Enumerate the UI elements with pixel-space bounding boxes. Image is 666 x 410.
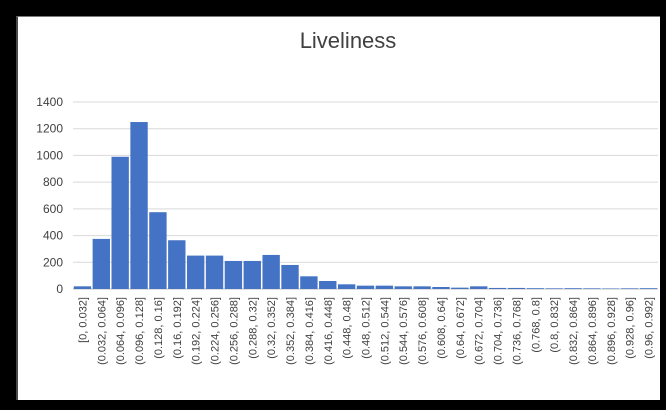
histogram-bar: [92, 238, 110, 289]
y-tick-label: 1000: [36, 148, 63, 162]
y-tick-label: 600: [43, 202, 63, 216]
histogram-bar: [451, 287, 469, 289]
chart-title: Liveliness: [300, 28, 397, 53]
histogram-bar: [356, 285, 375, 289]
x-tick-label: (0.96, 0.992]: [644, 297, 656, 359]
histogram-bar: [262, 254, 280, 289]
histogram-bar: [130, 122, 148, 290]
x-tick-label: (0.288, 0.32]: [247, 297, 259, 359]
x-tick-label: (0.384, 0.416]: [304, 297, 316, 365]
histogram-bar: [526, 288, 545, 289]
histogram-bar: [300, 276, 318, 289]
histogram-bar: [545, 288, 563, 289]
x-tick-label: (0.672, 0.704]: [474, 297, 486, 365]
y-tick-label: 400: [43, 229, 63, 243]
x-tick-label: (0.096, 0.128]: [134, 297, 146, 365]
histogram-bar: [149, 212, 167, 289]
histogram-bar: [413, 286, 431, 289]
histogram-bar: [319, 280, 337, 289]
y-tick-label: 1200: [36, 122, 63, 136]
x-tick-label: (0.768, 0.8]: [530, 297, 542, 353]
histogram-bar: [281, 264, 299, 289]
x-axis-ticks: [0, 0.032] (0.032, 0.064] (0.064, 0.096] (0…: [77, 297, 655, 365]
gridlines: [73, 101, 658, 263]
histogram-bar: [168, 240, 186, 289]
x-tick-label: (0.928, 0.96]: [625, 297, 637, 359]
histogram-bar: [337, 284, 356, 289]
histogram-bar: [564, 288, 582, 289]
x-tick-label: (0.192, 0.224]: [191, 297, 203, 365]
x-tick-label: [0, 0.032]: [77, 297, 89, 343]
x-tick-label: (0.544, 0.576]: [398, 297, 410, 365]
x-tick-label: (0.32, 0.352]: [266, 297, 278, 359]
histogram-bar: [621, 288, 639, 289]
x-tick-label: (0.032, 0.064]: [96, 297, 108, 365]
x-tick-label: (0.352, 0.384]: [285, 297, 297, 365]
histogram-bar: [583, 288, 601, 289]
x-tick-label: (0.512, 0.544]: [379, 297, 391, 365]
histogram-bar: [470, 286, 488, 289]
histogram-bar: [224, 260, 243, 289]
x-tick-label: (0.448, 0.48]: [342, 297, 354, 359]
histogram-bar: [375, 285, 394, 289]
histogram-bar: [111, 156, 129, 289]
x-tick-label: (0.16, 0.192]: [172, 297, 184, 359]
x-tick-label: (0.864, 0.896]: [587, 297, 599, 365]
histogram-bar: [639, 288, 658, 289]
y-tick-label: 0: [56, 282, 63, 296]
y-tick-label: 200: [43, 255, 63, 269]
histogram-bar: [602, 288, 620, 289]
x-tick-label: (0.416, 0.448]: [323, 297, 335, 365]
x-tick-label: (0.224, 0.256]: [210, 297, 222, 365]
x-tick-label: (0.576, 0.608]: [417, 297, 429, 365]
histogram-bar: [394, 286, 412, 289]
x-tick-label: (0.128, 0.16]: [153, 297, 165, 359]
x-tick-label: (0.064, 0.096]: [115, 297, 127, 365]
x-tick-label: (0.48, 0.512]: [361, 297, 373, 359]
histogram-bar: [186, 255, 205, 289]
histogram-bar: [243, 260, 261, 289]
histogram-bar: [205, 255, 224, 289]
histogram-bar: [507, 287, 526, 289]
histogram-bar: [488, 287, 507, 289]
bars: [73, 122, 658, 290]
x-tick-label: (0.256, 0.288]: [228, 297, 240, 365]
x-tick-label: (0.704, 0.736]: [493, 297, 505, 365]
x-tick-label: (0.736, 0.768]: [511, 297, 523, 365]
y-tick-label: 1400: [36, 95, 63, 109]
y-tick-label: 800: [43, 175, 63, 189]
histogram-bar: [432, 286, 450, 289]
y-axis-ticks: 0 200 400 600 800 1000 1200 1400: [36, 95, 63, 296]
x-tick-label: (0.608, 0.64]: [436, 297, 448, 359]
x-tick-label: (0.832, 0.864]: [568, 297, 580, 365]
histogram-bar: [73, 286, 92, 289]
x-tick-label: (0.64, 0.672]: [455, 297, 467, 359]
x-tick-label: (0.896, 0.928]: [606, 297, 618, 365]
x-tick-label: (0.8, 0.832]: [549, 297, 561, 353]
